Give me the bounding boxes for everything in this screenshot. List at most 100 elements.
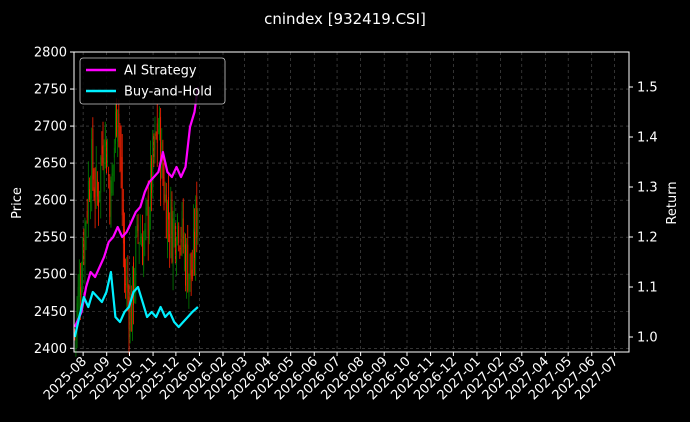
candle-body bbox=[189, 254, 191, 279]
candle-body bbox=[90, 193, 91, 203]
right-tick-label: 1.0 bbox=[637, 331, 658, 346]
candle-body bbox=[183, 244, 185, 249]
candle-body bbox=[141, 243, 142, 246]
candle-body bbox=[84, 221, 86, 265]
candle-body bbox=[135, 234, 137, 294]
candle-body bbox=[137, 224, 139, 231]
right-tick-label: 1.1 bbox=[637, 281, 658, 296]
candle-body bbox=[89, 189, 90, 200]
left-tick-label: 2700 bbox=[34, 120, 67, 135]
candle-body bbox=[155, 133, 157, 137]
left-tick-label: 2400 bbox=[34, 342, 67, 357]
series-line-buy-and-hold bbox=[73, 270, 199, 338]
left-tick-label: 2600 bbox=[34, 194, 67, 209]
left-axis-label: Price bbox=[10, 187, 25, 219]
candle-body bbox=[186, 243, 188, 280]
right-axis: 1.0 1.1 1.2 1.3 1.4 1.5 bbox=[629, 81, 658, 346]
candle-body bbox=[177, 215, 178, 237]
candle-body bbox=[126, 276, 128, 288]
candle-body bbox=[156, 123, 158, 143]
candle-body bbox=[77, 286, 79, 316]
candle-body bbox=[194, 231, 195, 258]
candle-body bbox=[176, 249, 177, 263]
candle-body bbox=[91, 138, 93, 199]
candle-body bbox=[168, 196, 169, 220]
candle-body bbox=[127, 278, 129, 293]
candle-body bbox=[174, 226, 176, 255]
candle-body bbox=[133, 262, 134, 306]
candle-body bbox=[138, 243, 140, 245]
candle-body bbox=[121, 156, 123, 216]
candle-body bbox=[116, 100, 117, 136]
candle-body bbox=[118, 113, 120, 124]
candle-body bbox=[170, 201, 172, 235]
candle-body bbox=[117, 109, 119, 142]
candle-body bbox=[122, 209, 124, 244]
candle-body bbox=[148, 215, 150, 241]
candle-body bbox=[110, 180, 112, 228]
candle-body bbox=[115, 111, 116, 144]
legend-label: Buy-and-Hold bbox=[124, 85, 212, 100]
candle-body bbox=[94, 189, 96, 204]
candle-body bbox=[187, 244, 189, 291]
left-tick-label: 2450 bbox=[34, 305, 67, 320]
candle-body bbox=[191, 269, 193, 279]
candle-body bbox=[120, 148, 122, 171]
candle-body bbox=[106, 141, 107, 173]
candle-body bbox=[167, 202, 168, 251]
candle-body bbox=[178, 226, 180, 243]
candle-body bbox=[151, 158, 152, 193]
candle-body bbox=[153, 136, 155, 157]
candle-body bbox=[82, 254, 84, 286]
candle-body bbox=[81, 286, 82, 297]
candle-body bbox=[80, 287, 81, 295]
left-tick-label: 2650 bbox=[34, 157, 67, 172]
candle-body bbox=[150, 161, 151, 212]
right-tick-label: 1.5 bbox=[637, 81, 658, 96]
candle-body bbox=[195, 205, 197, 261]
candle-body bbox=[111, 173, 113, 194]
candle-body bbox=[180, 238, 182, 243]
candle-body bbox=[76, 303, 78, 328]
series-lines bbox=[73, 86, 199, 338]
candle-body bbox=[103, 157, 105, 174]
left-tick-label: 2800 bbox=[34, 46, 67, 61]
candle-body bbox=[152, 138, 154, 190]
candle-body bbox=[169, 234, 171, 243]
right-tick-label: 1.4 bbox=[637, 131, 658, 146]
legend: AI Strategy Buy-and-Hold bbox=[79, 57, 226, 105]
candle-body bbox=[185, 244, 186, 286]
right-tick-label: 1.2 bbox=[637, 231, 658, 246]
candle-body bbox=[173, 218, 175, 230]
candle-body bbox=[165, 194, 167, 239]
candle-body bbox=[190, 252, 192, 276]
candle-body bbox=[197, 210, 199, 234]
candle-body bbox=[171, 207, 173, 262]
candle-body bbox=[179, 247, 181, 249]
candle-body bbox=[159, 112, 160, 135]
candle-body bbox=[104, 127, 106, 147]
candle-body bbox=[130, 293, 132, 332]
legend-label: AI Strategy bbox=[124, 64, 197, 79]
candle-body bbox=[86, 210, 88, 218]
candle-body bbox=[125, 283, 126, 285]
candle-body bbox=[96, 179, 98, 197]
candle-body bbox=[143, 239, 145, 272]
candle-body bbox=[136, 217, 138, 233]
candle-body bbox=[128, 296, 130, 329]
candle-body bbox=[93, 187, 95, 198]
candle-body bbox=[124, 228, 125, 272]
candle-body bbox=[100, 157, 102, 193]
candle-body bbox=[172, 218, 174, 266]
candle-body bbox=[108, 173, 110, 176]
left-tick-label: 2550 bbox=[34, 231, 67, 246]
candle-body bbox=[87, 180, 89, 221]
series-line-ai-strategy bbox=[73, 86, 199, 328]
candlesticks bbox=[74, 98, 199, 357]
candle-body bbox=[85, 222, 87, 227]
candle-body bbox=[181, 211, 183, 238]
candle-body bbox=[162, 152, 164, 178]
candle-body bbox=[154, 130, 156, 150]
candle-body bbox=[139, 237, 141, 242]
